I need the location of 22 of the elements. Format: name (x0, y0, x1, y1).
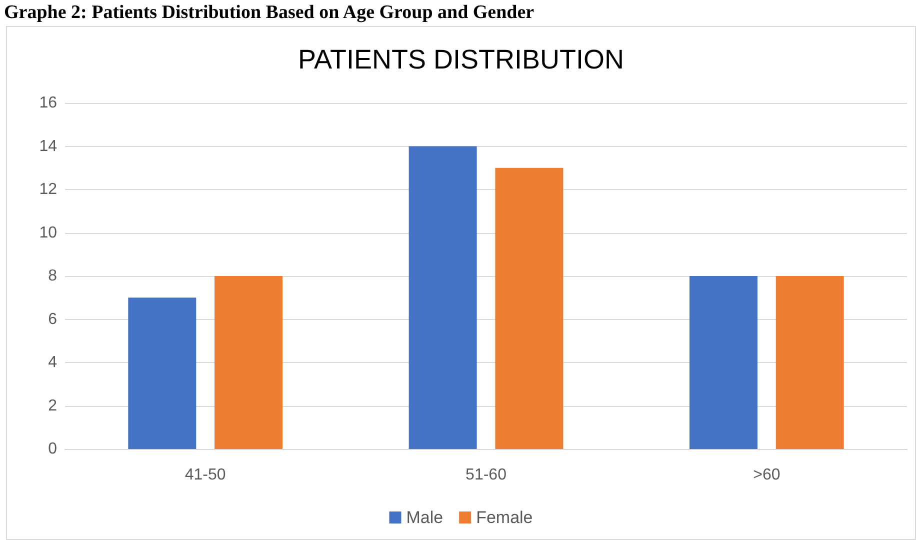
bar (214, 276, 283, 449)
y-tick-label: 0 (48, 440, 58, 458)
y-tick-label: 14 (39, 138, 58, 155)
y-tick-label: 16 (39, 94, 58, 112)
y-tick-label: 12 (39, 181, 58, 198)
y-tick-label: 10 (39, 224, 58, 242)
bar (689, 276, 758, 449)
legend-label: Male (406, 508, 444, 527)
bar (776, 276, 844, 449)
y-tick-label: 2 (48, 397, 58, 414)
chart-subtitle: PATIENTS DISTRIBUTION (298, 44, 624, 74)
x-tick-label: 41-50 (184, 466, 226, 484)
legend-label: Female (476, 508, 533, 527)
x-tick-label: >60 (753, 466, 780, 484)
y-tick-label: 8 (48, 268, 58, 284)
bar (408, 146, 477, 449)
x-tick-label: 51-60 (466, 466, 507, 484)
bar (495, 168, 564, 449)
chart-title: Graphe 2: Patients Distribution Based on Age Group and Gender (3, 1, 536, 25)
bar (128, 298, 196, 449)
y-tick-label: 6 (48, 310, 58, 328)
y-tick-label: 4 (48, 354, 58, 371)
